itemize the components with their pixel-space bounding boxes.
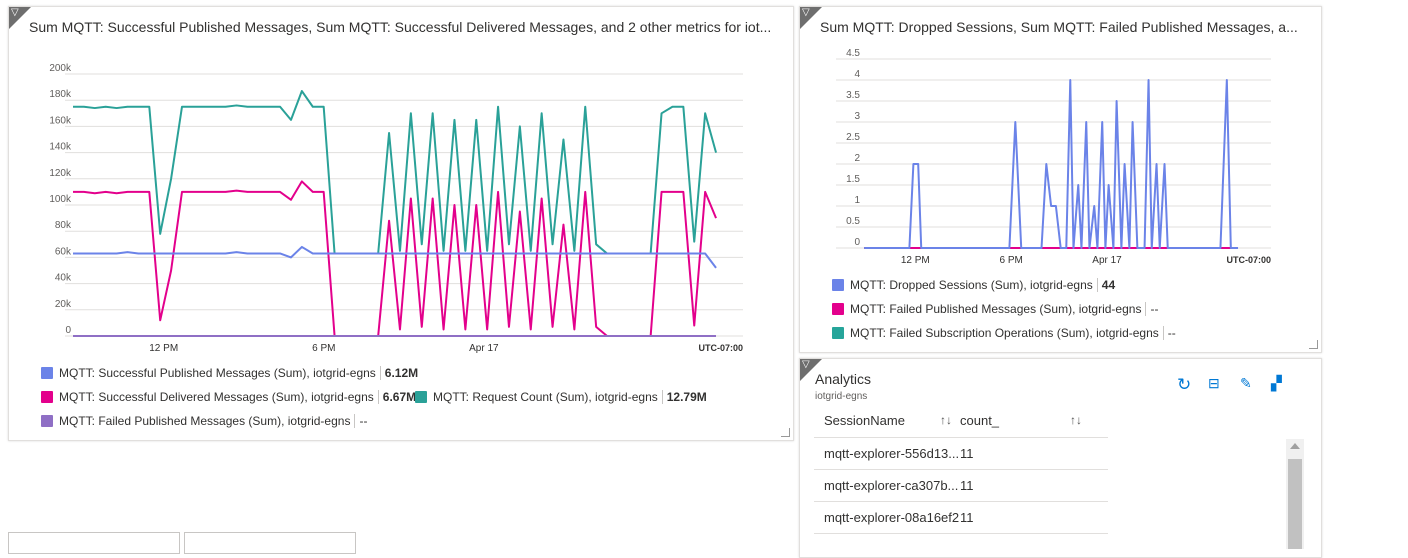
filter-icon[interactable]: ▽ <box>800 7 822 29</box>
timezone-label: UTC-07:00 <box>698 343 743 353</box>
series-line-published <box>73 245 717 269</box>
legend-item-request-count[interactable]: MQTT: Request Count (Sum), iotgrid-egns 1… <box>415 390 707 404</box>
vertical-scrollbar[interactable] <box>1286 439 1304 549</box>
y-tick-label: 1 <box>854 195 860 206</box>
legend-item-delivered[interactable]: MQTT: Successful Delivered Messages (Sum… <box>41 390 416 404</box>
sort-icon[interactable]: ↑↓ <box>1070 412 1082 427</box>
y-tick-label: 2 <box>854 153 860 164</box>
x-tick-label: 6 PM <box>312 343 335 354</box>
y-tick-label: 120k <box>49 168 72 179</box>
legend-value: -- <box>1167 326 1176 340</box>
table-header: SessionName ↑↓ count_ ↑↓ <box>814 403 1108 438</box>
analytics-title: Analytics <box>815 371 872 387</box>
column-header-sessionname[interactable]: SessionName <box>824 412 905 428</box>
y-tick-label: 2.5 <box>846 132 860 143</box>
legend-value: 6.12M <box>384 366 419 380</box>
x-tick-label: 6 PM <box>999 255 1022 266</box>
table-row[interactable]: mqtt-explorer-556d13... 11 <box>814 438 1108 470</box>
y-tick-label: 80k <box>55 220 72 231</box>
table-row[interactable]: mqtt-explorer-ca307b... 11 <box>814 470 1108 502</box>
resize-handle[interactable] <box>1309 340 1318 349</box>
insights-icon[interactable]: ▞ <box>1271 375 1282 391</box>
y-tick-label: 1.5 <box>846 174 860 185</box>
y-tick-label: 140k <box>49 142 72 153</box>
legend-item-dropped-sessions[interactable]: MQTT: Dropped Sessions (Sum), iotgrid-eg… <box>832 278 1115 292</box>
bottom-tile[interactable] <box>8 532 180 554</box>
y-tick-label: 4 <box>854 69 860 80</box>
query-icon[interactable]: ⊟ <box>1208 375 1220 391</box>
bottom-tile[interactable] <box>184 532 356 554</box>
column-header-count[interactable]: count_ <box>960 412 1000 428</box>
y-tick-label: 180k <box>49 89 72 100</box>
filter-icon[interactable]: ▽ <box>9 7 31 29</box>
legend-value: -- <box>359 414 368 428</box>
table-row[interactable]: mqtt-explorer-08a16ef2 11 <box>814 502 1108 534</box>
filter-icon[interactable]: ▽ <box>800 359 822 381</box>
legend-item-failed-published[interactable]: MQTT: Failed Published Messages (Sum), i… <box>832 302 1158 316</box>
metrics-chart-panel[interactable]: ▽ Sum MQTT: Successful Published Message… <box>8 6 794 441</box>
legend-value: 12.79M <box>666 390 707 404</box>
x-tick-label: 12 PM <box>149 343 178 354</box>
series-line-request <box>73 90 718 255</box>
y-tick-label: 0 <box>854 237 860 248</box>
legend-value: 44 <box>1101 278 1116 292</box>
y-tick-label: 160k <box>49 115 72 126</box>
timezone-label: UTC-07:00 <box>1226 255 1271 265</box>
edit-icon[interactable]: ✎ <box>1240 375 1252 391</box>
scrollbar-thumb[interactable] <box>1288 459 1302 549</box>
y-tick-label: 200k <box>49 63 72 74</box>
chart-title: Sum MQTT: Successful Published Messages,… <box>29 19 772 35</box>
analytics-table: SessionName ↑↓ count_ ↑↓ mqtt-explorer-556… <box>814 403 1108 534</box>
y-tick-label: 3.5 <box>846 90 860 101</box>
y-tick-label: 3 <box>854 111 860 122</box>
sessions-chart-panel[interactable]: ▽ Sum MQTT: Dropped Sessions, Sum MQTT: … <box>799 6 1322 353</box>
chart-title: Sum MQTT: Dropped Sessions, Sum MQTT: Fa… <box>820 19 1298 35</box>
legend-value: -- <box>1150 302 1159 316</box>
analytics-panel[interactable]: ▽ Analytics iotgrid-egns ↻ ⊟ ✎ ▞ Session… <box>799 358 1322 558</box>
scroll-up-icon[interactable] <box>1290 443 1300 449</box>
y-tick-label: 4.5 <box>846 48 860 59</box>
sort-icon[interactable]: ↑↓ <box>940 412 952 427</box>
legend-item-published[interactable]: MQTT: Successful Published Messages (Sum… <box>41 366 418 380</box>
legend-item-failed-subscription[interactable]: MQTT: Failed Subscription Operations (Su… <box>832 326 1176 340</box>
resize-handle[interactable] <box>781 428 790 437</box>
analytics-subtitle: iotgrid-egns <box>815 391 868 402</box>
y-tick-label: 60k <box>55 246 72 257</box>
legend-value: 6.67M <box>382 390 417 404</box>
x-tick-label: Apr 17 <box>469 343 499 354</box>
x-tick-label: 12 PM <box>901 255 930 266</box>
legend-item-failed-published[interactable]: MQTT: Failed Published Messages (Sum), i… <box>41 414 367 428</box>
y-tick-label: 0.5 <box>846 216 860 227</box>
x-tick-label: Apr 17 <box>1092 255 1122 266</box>
sessions-line-chart[interactable]: 0 0.5 1 1.5 2 2.5 3 3.5 4 4.5 12 PM 6 PM Apr 17 UTC-0… <box>800 7 1322 272</box>
y-tick-label: 100k <box>49 194 72 205</box>
series-line-published <box>864 79 1239 249</box>
y-tick-label: 20k <box>55 299 72 310</box>
y-tick-label: 0 <box>65 325 71 336</box>
y-tick-label: 40k <box>55 273 72 284</box>
refresh-icon[interactable]: ↻ <box>1177 375 1192 394</box>
messages-line-chart[interactable]: 0 20k 40k 60k 80k 100k 120k 140k 160k 180k 200k 12 … <box>9 7 794 357</box>
